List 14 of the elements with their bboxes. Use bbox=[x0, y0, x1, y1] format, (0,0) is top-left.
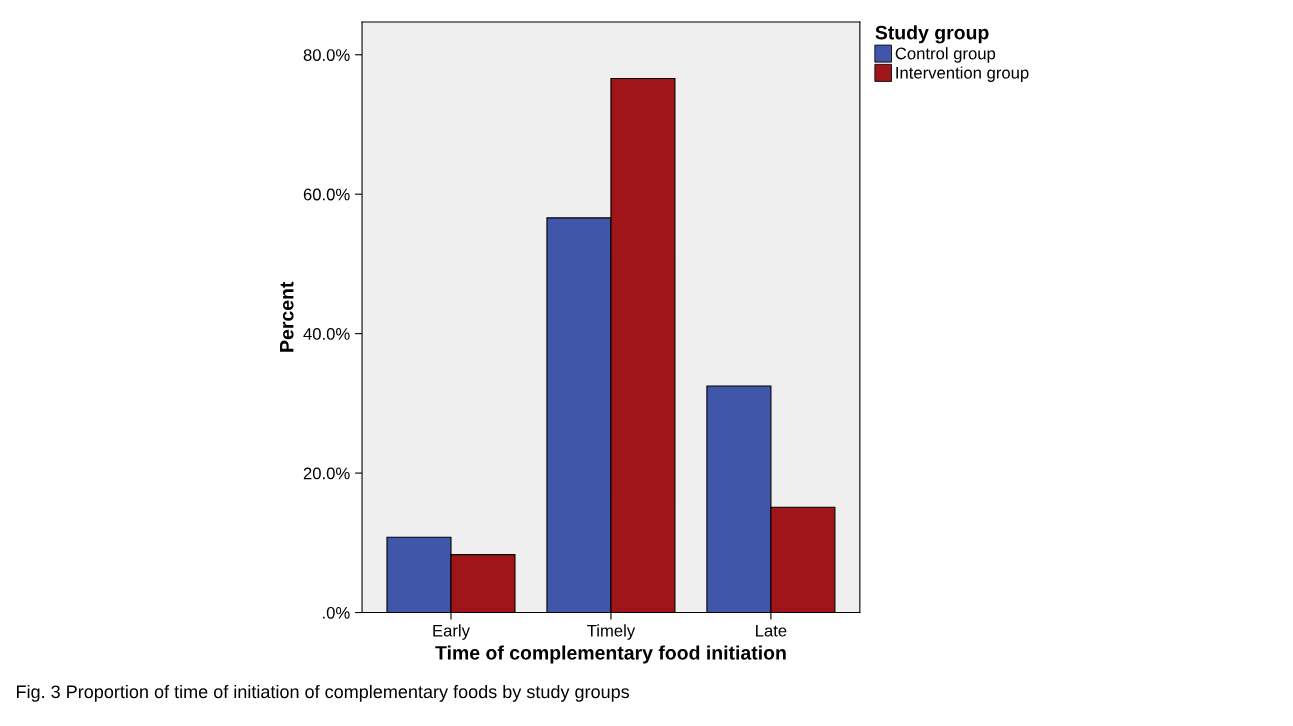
caption: Fig. 3 Proportion of time of initiation of complementary foods by study groups bbox=[17, 684, 630, 702]
legend-label: Intervention group bbox=[896, 66, 1029, 82]
y-tick-label: 40.0% bbox=[303, 328, 350, 340]
legend-label: Control group bbox=[895, 47, 996, 63]
y-axis-title: Percent bbox=[280, 281, 294, 352]
x-tick-label: Early bbox=[433, 624, 470, 640]
legend-title: Study group bbox=[875, 25, 989, 44]
x-axis-title: Time of complementary food initiation bbox=[435, 645, 786, 664]
y-tick-label: .0% bbox=[323, 606, 350, 619]
y-tick-label: 60.0% bbox=[303, 188, 350, 201]
y-tick-label: 80.0% bbox=[303, 49, 350, 61]
x-tick-label: Late bbox=[756, 624, 787, 637]
x-tick-label: Timely bbox=[587, 624, 636, 640]
y-tick-label: 20.0% bbox=[303, 467, 350, 480]
